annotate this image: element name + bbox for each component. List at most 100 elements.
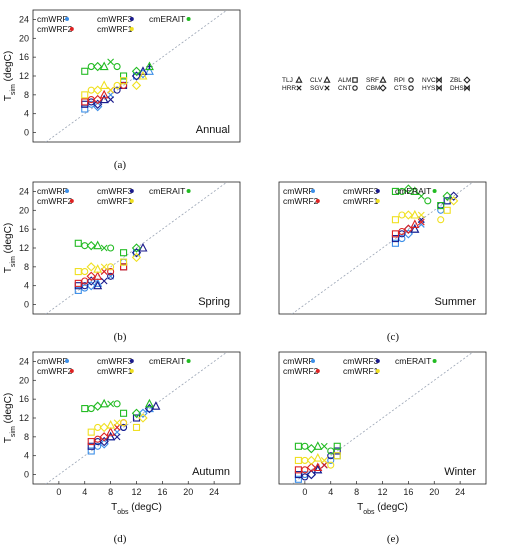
data-point [74, 279, 82, 287]
data-point [99, 61, 109, 71]
legend-label: cmWRF1 [97, 24, 133, 34]
chart-panel-summer: cmWRF cmWRF3 cmERAIT cmWRF2 cmWRF1 Summer [278, 181, 487, 315]
model-legend: cmWRF cmWRF3 cmERAIT cmWRF2 cmWRF1 [283, 356, 437, 376]
station-marker [324, 85, 330, 91]
model-legend: cmWRF cmWRF3 cmERAIT cmWRF2 cmWRF1 [37, 14, 191, 34]
data-point [131, 243, 142, 253]
legend-dot [375, 359, 380, 363]
data-point [99, 89, 109, 99]
station-code: DHS [450, 85, 464, 92]
legend-label: cmWRF2 [37, 24, 73, 34]
data-point [442, 191, 452, 201]
data-point [138, 70, 148, 80]
x-tick-label: 0 [56, 487, 61, 497]
chart-panel-autumn: 0 4 8 12 16 20 24 0 4 8 12 16 20 24 Tsim (degC) Tobs (d… [3, 351, 241, 516]
data-point [410, 209, 420, 219]
series-cmWRF1 [391, 196, 459, 224]
data-point [120, 258, 128, 266]
data-point [93, 264, 103, 273]
data-point [113, 86, 121, 94]
panel-label: (d) [114, 533, 127, 545]
data-point [131, 80, 142, 91]
series-cmERAIT [74, 239, 142, 257]
data-point [74, 239, 82, 247]
data-point [144, 398, 154, 408]
y-tick-label: 24 [19, 14, 29, 24]
data-point [398, 187, 406, 195]
chart-panel-spring: 0 4 8 12 16 20 24 Tsim (degC) cmWRF cmWRF3 cmERAIT… [3, 181, 241, 315]
data-point [113, 63, 121, 71]
station-marker [463, 76, 471, 84]
season-label: Winter [444, 466, 476, 478]
y-tick-label: 12 [19, 71, 29, 81]
data-point [327, 461, 335, 469]
data-point [81, 67, 89, 75]
legend-dot [129, 189, 134, 193]
data-point [81, 268, 89, 276]
data-point [94, 435, 102, 443]
x-tick-label: 24 [455, 487, 465, 497]
data-point [87, 428, 95, 436]
legend-label: cmERAIT [395, 356, 431, 366]
data-point [294, 471, 302, 479]
data-point [391, 239, 399, 247]
data-point [138, 413, 148, 423]
panel-label: (b) [114, 331, 127, 343]
data-point [144, 66, 154, 75]
data-point [107, 272, 115, 280]
series-cmERAIT [294, 441, 341, 455]
station-marker [436, 84, 442, 92]
data-point [86, 240, 96, 251]
data-point [443, 206, 451, 214]
one-to-one-line [45, 10, 228, 142]
data-point [93, 271, 103, 280]
legend-dot [186, 189, 191, 193]
data-point [113, 419, 121, 427]
legend-label: cmWRF3 [97, 186, 133, 196]
legend-dot [315, 199, 320, 203]
one-to-one-line [291, 182, 474, 314]
station-marker [323, 75, 331, 83]
station-code: SRF [366, 77, 379, 84]
legend-label: cmWRF [283, 186, 314, 196]
panel-label: (a) [114, 159, 127, 171]
legend-label: cmERAIT [149, 356, 185, 366]
data-point [301, 473, 309, 481]
data-point [87, 438, 95, 446]
data-point [87, 405, 95, 413]
data-point [151, 401, 161, 410]
data-point [93, 61, 103, 72]
one-to-one-line [291, 352, 474, 484]
legend-label: cmWRF [37, 356, 68, 366]
y-tick-label: 12 [19, 413, 29, 423]
series-cmWRF1 [81, 70, 148, 99]
legend-dot [129, 199, 134, 203]
station-marker [295, 75, 303, 83]
y-axis-label: Tsim (degC) [3, 223, 17, 273]
data-point [93, 240, 103, 250]
data-point [131, 408, 142, 418]
data-point [93, 401, 103, 411]
station-marker [296, 85, 302, 91]
station-symbol-legend: TLJ CLV ALM SRF RPI NVC ZBL HRR SGV CNT CBM CTS HYS D… [282, 75, 471, 92]
y-tick-label: 0 [24, 300, 29, 310]
data-point [410, 186, 420, 195]
x-tick-label: 8 [354, 487, 359, 497]
data-point [448, 191, 459, 201]
legend-label: cmWRF3 [343, 186, 379, 196]
y-tick-label: 16 [19, 394, 29, 404]
x-tick-label: 16 [157, 487, 167, 497]
data-point [81, 91, 89, 99]
x-tick-label: 0 [302, 487, 307, 497]
series-cmWRF2 [74, 263, 128, 287]
y-tick-label: 8 [24, 432, 29, 442]
season-label: Spring [198, 296, 230, 308]
legend-dot [65, 17, 69, 21]
legend-label: cmWRF1 [97, 196, 133, 206]
y-tick-label: 16 [19, 52, 29, 62]
y-tick-label: 0 [24, 470, 29, 480]
legend-label: cmWRF [283, 356, 314, 366]
legend-label: cmERAIT [149, 186, 185, 196]
legend-dot [129, 369, 134, 373]
legend-dot [129, 359, 134, 363]
